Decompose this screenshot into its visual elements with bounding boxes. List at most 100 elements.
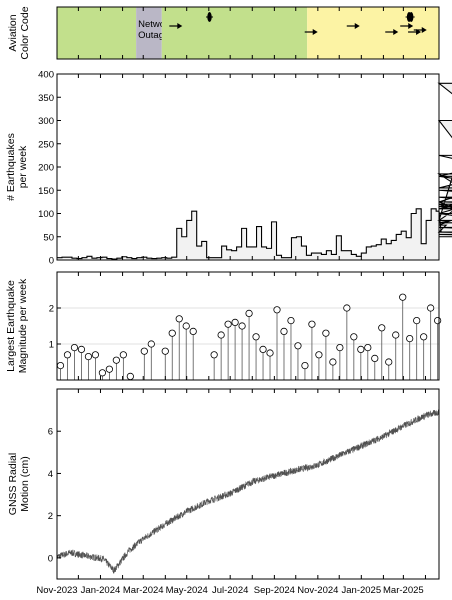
magnitude-point — [301, 361, 309, 370]
magnitude-point — [140, 347, 148, 355]
plume-marker — [206, 12, 214, 22]
arrow-marker — [169, 23, 183, 29]
network-outage-label: Network Outage — [138, 19, 173, 41]
gnss-y-tick-label: 6 — [48, 427, 53, 438]
magnitude-point — [91, 351, 100, 359]
x-tick-label: Jul-2024 — [212, 585, 248, 596]
magnitude-point — [63, 351, 72, 359]
magnitude-point — [210, 351, 218, 359]
magnitude-point — [266, 349, 274, 357]
color-code-segment — [136, 7, 162, 59]
count-y-tick-label: 200 — [38, 163, 54, 174]
magnitude-point — [168, 329, 176, 337]
gnss-y-tick-label: 2 — [48, 511, 53, 522]
magnitude-point — [126, 372, 134, 380]
magnitude-point — [147, 340, 155, 348]
magnitude-point — [77, 345, 86, 353]
magnitude-point — [245, 309, 253, 317]
magnitude-point — [343, 304, 351, 312]
magnitude-point — [280, 327, 288, 335]
count-y-tick-label: 50 — [43, 232, 54, 243]
magnitude-point — [308, 320, 316, 328]
magnitude-point — [189, 327, 197, 335]
aviation-ylabel: AviationColor Code — [7, 6, 31, 59]
x-axis: Nov-2023 Jan-2024 Mar-2024 May-2024 Jul-2024… — [36, 585, 423, 596]
gnss-y-tick-label: 4 — [48, 469, 53, 480]
gnss-panel: 0 2 4 6 GNSS RadialMotion (cm) — [7, 388, 440, 580]
count-area — [57, 83, 452, 260]
magnitude-y-tick-label: 1 — [49, 340, 54, 351]
magnitude-point — [350, 333, 358, 341]
magnitude-point — [294, 342, 302, 350]
magnitude-panel: 1 2 Largest EarthquakeMagnitude per week — [5, 271, 442, 381]
magnitude-point — [406, 334, 414, 343]
magnitude-point — [259, 345, 267, 353]
aviation-frame — [56, 6, 440, 60]
magnitude-point — [175, 315, 183, 323]
magnitude-point — [413, 316, 421, 325]
magnitude-point — [329, 358, 337, 366]
earthquake-count-panel: 0 50 100 150 200 250 300 350 400 # Earthquakespe… — [5, 70, 452, 267]
magnitude-point — [119, 351, 127, 359]
count-y-tick-label: 350 — [38, 93, 54, 104]
magnitude-point — [315, 351, 323, 359]
count-step-line — [57, 82, 452, 260]
arrow-marker — [385, 29, 399, 35]
magnitude-point — [252, 333, 260, 341]
count-ylabel: # Earthquakesper week — [5, 133, 29, 201]
count-y-tick-label: 400 — [38, 70, 54, 81]
gnss-series — [56, 409, 440, 574]
magnitude-point — [434, 316, 442, 325]
x-tick-label: Mar-2024 — [123, 585, 164, 596]
magnitude-point — [420, 333, 428, 341]
magnitude-point — [98, 369, 106, 377]
count-y-tick-label: 100 — [38, 209, 54, 220]
magnitude-point — [287, 316, 295, 325]
magnitude-point — [371, 354, 379, 362]
count-y-tick-label: 300 — [38, 116, 54, 127]
x-tick-label: Nov-2024 — [297, 585, 338, 596]
magnitude-point — [161, 347, 169, 355]
magnitude-point — [84, 352, 93, 361]
magnitude-point — [378, 324, 386, 332]
magnitude-point — [182, 322, 190, 330]
gnss-y-tick-label: 0 — [48, 553, 53, 564]
magnitude-point — [231, 318, 239, 326]
magnitude-point — [364, 343, 372, 352]
color-code-segment — [161, 7, 308, 59]
magnitude-point — [105, 365, 113, 373]
magnitude-point — [217, 331, 225, 339]
count-y-tick-label: 250 — [38, 139, 54, 150]
arrow-marker — [304, 29, 318, 35]
magnitude-point — [273, 306, 281, 314]
magnitude-point — [392, 331, 400, 339]
magnitude-frame — [56, 271, 440, 381]
magnitude-point — [322, 329, 330, 337]
arrow-marker — [346, 23, 360, 29]
magnitude-point — [56, 361, 65, 370]
x-tick-label: May-2024 — [166, 585, 208, 596]
arrow-marker — [413, 27, 427, 33]
x-tick-label: Mar-2025 — [383, 585, 424, 596]
x-tick-label: Jan-2025 — [342, 585, 382, 596]
magnitude-point — [427, 304, 435, 312]
gnss-ylabel: GNSS RadialMotion (cm) — [7, 453, 31, 515]
magnitude-point — [112, 356, 120, 364]
count-y-tick-label: 150 — [38, 186, 54, 197]
count-frame — [56, 73, 440, 261]
x-tick-label: Jan-2024 — [81, 585, 121, 596]
magnitude-ylabel: Largest EarthquakeMagnitude per week — [5, 278, 29, 373]
count-y-tick-label: 0 — [49, 256, 54, 267]
x-tick-label: Nov-2023 — [36, 585, 77, 596]
x-tick-label: Sep-2024 — [254, 585, 295, 596]
color-code-segment — [57, 7, 137, 59]
plume-marker — [407, 12, 415, 22]
aviation-panel: Network Outage AviationColor Code — [7, 6, 440, 60]
magnitude-point — [238, 322, 246, 330]
arrow-marker — [400, 23, 414, 29]
magnitude-point — [357, 345, 365, 353]
magnitude-point — [224, 320, 232, 328]
magnitude-point — [70, 343, 79, 352]
magnitude-point — [336, 343, 344, 352]
